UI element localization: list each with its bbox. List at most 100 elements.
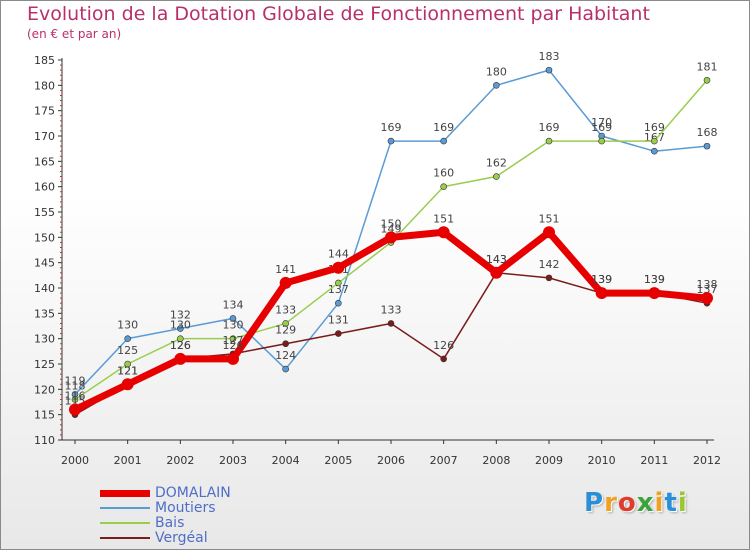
- data-point-bais: [335, 279, 342, 287]
- y-tick-label: 135: [34, 307, 55, 320]
- data-point-bais: [545, 137, 553, 145]
- data-point-moutiers: [124, 335, 131, 342]
- data-label-domalain: 121: [117, 364, 138, 377]
- data-label-bais: 181: [697, 60, 718, 73]
- data-point-vergal: [545, 274, 553, 282]
- data-label-vergal: 127: [223, 334, 244, 347]
- data-label-bais: 133: [275, 303, 296, 316]
- x-tick-label: 2002: [166, 454, 194, 467]
- data-label-bais: 149: [381, 222, 402, 235]
- data-label-vergal: 121: [117, 364, 138, 377]
- proxiti-logo: Proxiti: [584, 488, 688, 518]
- x-tick-label: 2010: [588, 454, 616, 467]
- chart-title: Evolution de la Dotation Globale de Fonc…: [27, 3, 650, 25]
- series-domalain: 116 121 126 126 141 144 150 151 143 151 139 139 138: [65, 212, 718, 416]
- data-label-bais: 130: [170, 319, 191, 332]
- x-tick-label: 2012: [693, 454, 721, 467]
- data-point-bais: [651, 137, 658, 145]
- data-point-bais: [229, 335, 237, 342]
- data-point-moutiers: [229, 315, 237, 322]
- data-label-moutiers: 169: [381, 121, 402, 134]
- data-point-bais: [71, 396, 79, 403]
- data-point-domalain: [69, 403, 81, 416]
- data-label-domalain: 143: [486, 253, 507, 266]
- data-point-moutiers: [335, 299, 342, 307]
- data-point-vergal: [335, 330, 342, 337]
- data-point-domalain: [543, 226, 555, 239]
- data-point-moutiers: [651, 147, 658, 155]
- data-label-domalain: 150: [381, 217, 402, 230]
- legend-label-domalain: DOMALAIN: [155, 485, 231, 501]
- x-tick-label: 2000: [61, 454, 89, 467]
- logo-letter: i: [654, 488, 665, 518]
- data-label-moutiers: 183: [539, 50, 560, 63]
- data-point-domalain: [648, 287, 661, 300]
- data-label-domalain: 138: [697, 278, 718, 291]
- data-label-bais: 162: [486, 157, 507, 170]
- data-point-moutiers: [282, 365, 289, 373]
- data-label-moutiers: 170: [591, 116, 612, 129]
- legend-swatch-vergeal: [100, 537, 150, 539]
- data-point-moutiers: [387, 137, 395, 145]
- y-tick-label: 110: [34, 434, 55, 447]
- data-label-domalain: 139: [644, 273, 665, 286]
- data-point-domalain: [174, 352, 187, 365]
- data-label-moutiers: 132: [170, 309, 191, 322]
- x-tick-label: 2011: [640, 454, 668, 467]
- y-tick-label: 160: [34, 181, 55, 194]
- data-label-bais: 169: [591, 121, 612, 134]
- x-tick-label: 2004: [272, 454, 300, 467]
- data-label-moutiers: 168: [697, 126, 718, 139]
- data-label-vergal: 133: [381, 303, 402, 316]
- data-point-moutiers: [440, 137, 447, 145]
- data-label-domalain: 126: [223, 339, 244, 352]
- x-tick-label: 2003: [219, 454, 247, 467]
- data-point-moutiers: [493, 82, 500, 89]
- y-tick-label: 175: [34, 105, 55, 118]
- data-label-moutiers: 130: [117, 319, 138, 332]
- data-label-vergal: 131: [328, 314, 349, 327]
- legend-swatch-domalain: [100, 490, 150, 497]
- data-label-domalain: 151: [433, 212, 454, 225]
- legend-label-vergeal: Vergéal: [155, 530, 208, 546]
- data-point-bais: [493, 173, 500, 180]
- data-label-vergal: 126: [170, 339, 191, 352]
- x-tick-label: 2006: [377, 454, 405, 467]
- data-label-moutiers: 124: [275, 349, 296, 362]
- data-label-vergal: 143: [486, 253, 507, 266]
- data-label-bais: 125: [117, 344, 138, 357]
- data-label-vergal: 129: [275, 324, 296, 337]
- data-label-moutiers: 169: [433, 121, 454, 134]
- y-tick-label: 125: [34, 358, 55, 371]
- logo-letter: o: [617, 488, 637, 518]
- data-point-bais: [440, 183, 447, 190]
- logo-letter: x: [636, 488, 655, 518]
- data-point-domalain: [332, 261, 345, 274]
- y-tick-label: 115: [34, 409, 55, 422]
- y-tick-label: 165: [34, 155, 55, 168]
- chart-subtitle: (en € et par an): [27, 27, 122, 41]
- data-label-domalain: 144: [328, 248, 349, 261]
- data-point-domalain: [227, 352, 239, 365]
- data-label-domalain: 151: [539, 212, 560, 225]
- legend-label-moutiers: Moutiers: [155, 500, 216, 516]
- logo-letter: r: [604, 488, 618, 518]
- x-tick-label: 2009: [535, 454, 563, 467]
- x-tick-label: 2001: [114, 454, 142, 467]
- y-tick-label: 150: [34, 231, 55, 244]
- data-point-bais: [282, 320, 289, 327]
- data-point-moutiers: [177, 325, 184, 332]
- data-point-bais: [177, 335, 184, 342]
- data-point-domalain: [490, 266, 503, 279]
- data-label-domalain: 141: [275, 263, 296, 276]
- y-tick-label: 185: [34, 54, 55, 67]
- data-label-domalain: 116: [65, 390, 86, 403]
- x-tick-label: 2005: [324, 454, 352, 467]
- y-tick-label: 130: [34, 333, 55, 346]
- data-point-domalain: [279, 276, 292, 289]
- data-label-bais: 160: [433, 167, 454, 180]
- data-label-vergal: 142: [539, 258, 560, 271]
- data-label-vergal: 126: [433, 339, 454, 352]
